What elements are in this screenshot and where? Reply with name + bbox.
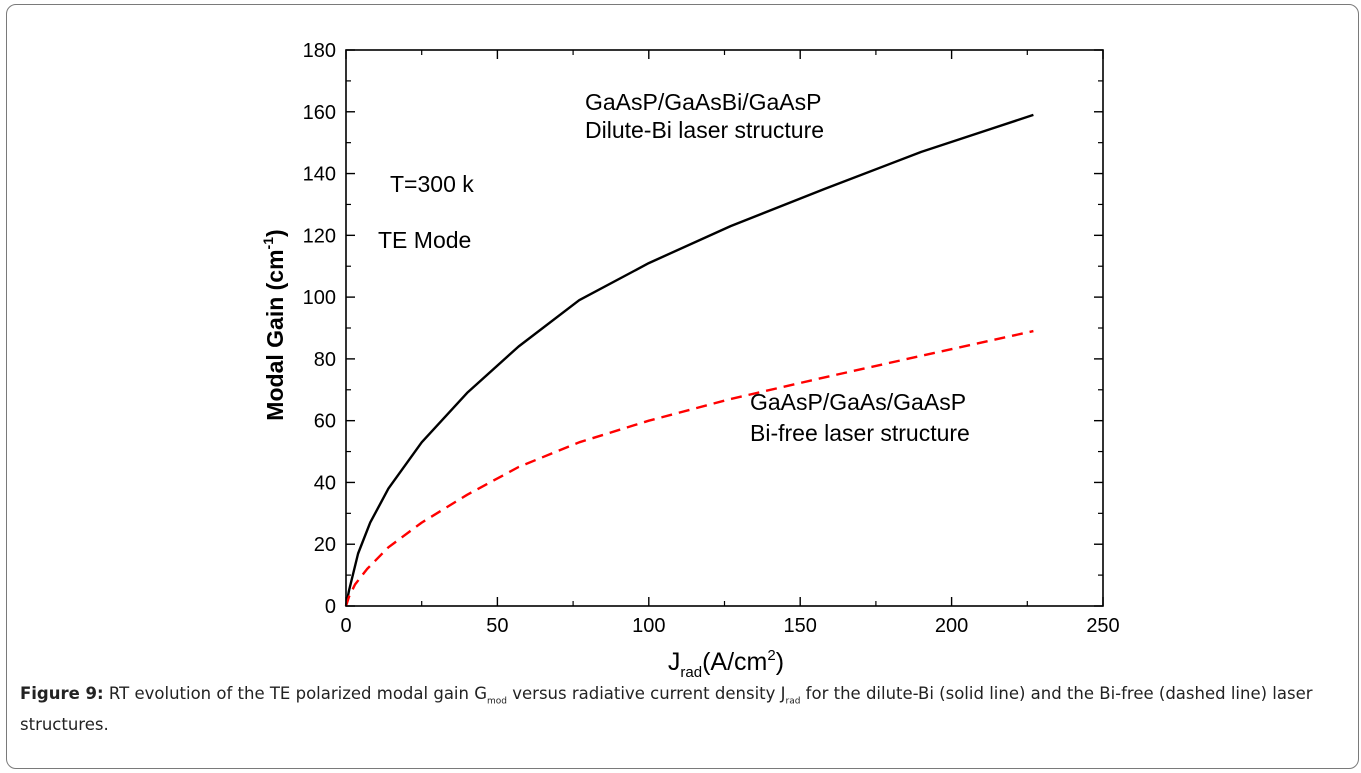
tick-labels: 0 50 100 150 200 250 0 20 40 60 80 100 120 140 160 180	[303, 40, 1120, 637]
plot-area	[345, 49, 1104, 607]
y-tick-label: 0	[325, 596, 336, 618]
y-tick-label: 20	[314, 534, 336, 556]
y-tick-label: 100	[303, 287, 336, 309]
annotation-dilute-line1: GaAsP/GaAsBi/GaAsP	[585, 89, 821, 115]
figure-frame	[6, 4, 1359, 769]
annotation-mode: TE Mode	[378, 227, 471, 253]
figure-caption: Figure 9: RT evolution of the TE polariz…	[20, 682, 1345, 737]
annotation-temperature: T=300 k	[390, 171, 474, 197]
x-tick-label: 200	[935, 615, 968, 637]
annotation-dilute-line2: Dilute-Bi laser structure	[585, 117, 824, 143]
caption-text-3: for the dilute-Bi (solid line) and the B…	[20, 684, 1313, 735]
x-axis-label: Jrad(A/cm2)	[668, 647, 784, 680]
y-tick-label: 160	[303, 102, 336, 124]
x-tick-label: 250	[1086, 615, 1119, 637]
y-axis-label: Modal Gain (cm-1)	[260, 229, 288, 420]
y-tick-label: 80	[314, 349, 336, 371]
x-tick-label: 150	[784, 615, 817, 637]
annotation-free-line1: GaAsP/GaAs/GaAsP	[750, 389, 966, 415]
caption-text-1: RT evolution of the TE polarized modal g…	[103, 684, 487, 703]
y-tick-label: 40	[314, 472, 336, 494]
caption-label: Figure 9:	[20, 684, 104, 703]
y-tick-label: 120	[303, 225, 336, 247]
caption-text-2: versus radiative current density J	[507, 684, 786, 703]
x-tick-label: 50	[486, 615, 508, 637]
caption-sub-mod: mod	[487, 696, 507, 707]
gain-chart: 0 50 100 150 200 250020406080100120140160180 …	[260, 40, 1120, 680]
series-lines	[344, 113, 1034, 607]
x-tick-label: 0	[340, 615, 351, 637]
x-tick-label: 100	[632, 615, 665, 637]
caption-sub-rad: rad	[785, 696, 801, 707]
y-tick-label: 180	[303, 40, 336, 62]
annotation-free-line2: Bi-free laser structure	[750, 420, 970, 446]
dilute-bi-series-line	[344, 113, 1034, 607]
y-tick-label: 140	[303, 164, 336, 186]
y-tick-label: 60	[314, 411, 336, 433]
bi-free-series-line	[344, 329, 1034, 607]
